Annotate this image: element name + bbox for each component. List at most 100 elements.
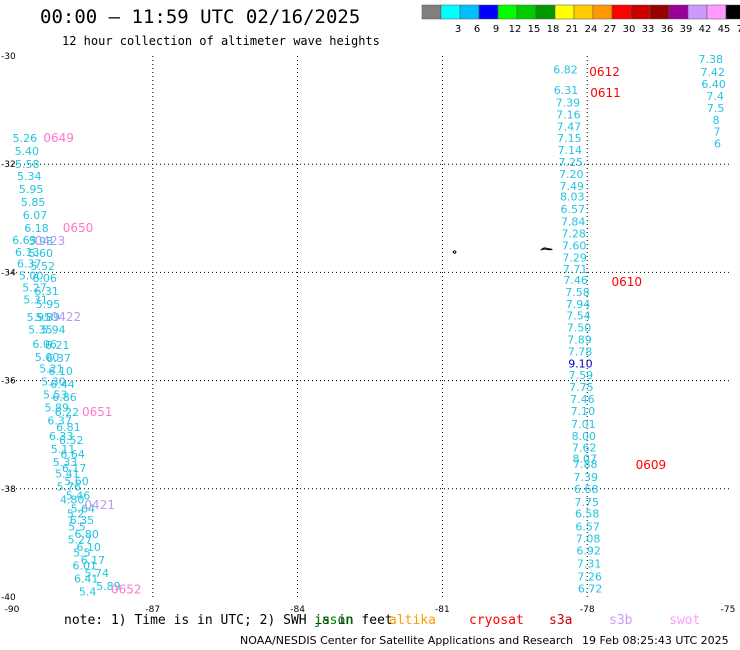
wave-height-label-east: 7.49: [560, 180, 585, 193]
lat-tick-label: -36: [1, 377, 16, 387]
wave-height-label-west: 5.41: [55, 468, 80, 481]
wave-height-label-east: 8.03: [560, 191, 585, 204]
wave-height-label-west: 6.18: [24, 222, 49, 235]
wave-height-label-east: 7.75: [569, 381, 594, 394]
legend-tick-label: 3: [455, 24, 461, 35]
lat-tick-label: -30: [1, 52, 16, 62]
wave-height-label-west: 6.21: [45, 339, 70, 352]
wave-height-label-edge: 6: [714, 138, 721, 151]
wave-height-label-west: 6.10: [48, 365, 73, 378]
wave-height-label-west: 5.31: [23, 293, 48, 306]
wave-height-label-east: 7.28: [561, 227, 586, 240]
wave-height-label-east: 7.26: [577, 570, 602, 583]
wave-height-label-west: 5.5: [68, 521, 86, 534]
wave-height-label-east: 7.78: [568, 345, 593, 358]
mission-swot: swot: [669, 613, 701, 628]
wave-height-label-west: 6.41: [74, 573, 99, 586]
wave-height-label-east: 9.10: [568, 357, 593, 370]
wave-height-label-west: 5.95: [36, 298, 61, 311]
legend-tick-label: 15: [528, 24, 541, 35]
wave-height-label-east: 7.94: [566, 298, 591, 311]
wave-height-label-west: 5.85: [21, 196, 46, 209]
wave-height-label-west: 5.76: [57, 481, 82, 494]
pass-time-label-east: 0609: [636, 458, 667, 472]
wave-height-label-west: 5.94: [41, 324, 66, 337]
wave-height-label-west: 6.37: [47, 415, 72, 428]
legend-tick-label: 27: [604, 24, 617, 35]
map-subtitle: 12 hour collection of altimeter wave hei…: [62, 34, 380, 48]
wave-height-label-west: 6.17: [62, 462, 87, 475]
pass-time-label-west: 0423: [35, 234, 66, 248]
wave-height-label-west: 5.95: [27, 311, 52, 324]
legend-tick-label: 12: [509, 24, 522, 35]
lat-tick-label: -38: [1, 485, 16, 495]
wave-height-label-west: 5.58: [15, 158, 40, 171]
wave-height-label-edge: 7: [714, 126, 721, 139]
wave-height-label-east: 7.46: [570, 393, 595, 406]
wave-height-label-east: 7.25: [559, 156, 584, 169]
legend-tick-label: 21: [566, 24, 579, 35]
lat-tick-label: -32: [1, 160, 16, 170]
wave-height-label-east: 7.84: [561, 216, 586, 229]
wave-height-label-west: 6.81: [56, 421, 81, 434]
generated-timestamp: 19 Feb 08:25:43 UTC 2025: [582, 634, 729, 647]
wave-height-label-east: 7.46: [563, 274, 588, 287]
legend-tick-label: 45: [718, 24, 731, 35]
legend-swatch: [725, 4, 740, 20]
wave-height-label-east: 6.57: [560, 203, 585, 216]
legend-tick-label: 33: [642, 24, 655, 35]
lon-tick-label: -87: [145, 605, 160, 615]
wave-height-label-east: 7.29: [562, 251, 587, 264]
wave-height-label-west: 6.06: [32, 272, 57, 285]
wave-height-label-east: 7.60: [562, 239, 587, 252]
mission-s3b: s3b: [609, 613, 633, 628]
wave-height-label-east: 7.75: [574, 496, 599, 509]
wave-height-label-west: 6.01: [72, 560, 97, 573]
wave-height-label-west: 5.2: [67, 508, 85, 521]
credit-text: NOAA/NESDIS Center for Satellite Applica…: [240, 634, 574, 647]
wave-height-label-west: 6.17: [81, 554, 106, 567]
wave-height-label-east: 7.16: [556, 108, 581, 121]
island-outline: [452, 250, 457, 254]
wave-height-label-east: 7.39: [574, 471, 599, 484]
lon-tick-label: -78: [580, 605, 595, 615]
mission-jason: jason: [314, 613, 354, 628]
wave-height-label-east: 6.57: [575, 521, 600, 534]
wave-height-label-edge: 8: [713, 114, 720, 127]
wave-height-label-west: 6.86: [52, 391, 77, 404]
wave-height-label-west: 6.33: [49, 430, 74, 443]
wave-height-label-west: 5.11: [51, 443, 76, 456]
wave-height-label-west: 5.00: [19, 270, 44, 283]
legend-tick-label: 30: [623, 24, 636, 35]
pass-time-label-east: 0612: [589, 65, 620, 79]
lon-tick-label: -84: [290, 605, 305, 615]
wave-height-label-east: 7.54: [566, 310, 591, 323]
wave-height-label-west: 5.52: [31, 260, 56, 273]
legend-tick-label: 70: [737, 24, 740, 35]
wave-height-label-west: 6.07: [23, 209, 48, 222]
wave-height-label-west: 6.52: [59, 434, 84, 447]
wave-height-label-east: 7.08: [576, 533, 601, 546]
wave-height-label-east: 7.89: [567, 333, 592, 346]
wave-height-label-east: 7.50: [567, 322, 592, 335]
pass-time-label-west: 0651: [82, 405, 113, 419]
lon-tick-label: -81: [435, 605, 450, 615]
wave-height-label-edge: 7.42: [700, 66, 725, 79]
wave-height-label-edge: 7.5: [707, 102, 725, 115]
wave-height-label-east: 8.07: [573, 453, 598, 466]
wave-height-label-west: 5.89: [96, 580, 121, 593]
wave-height-label-west: 5.4: [79, 586, 97, 599]
wave-height-label-west: 5.60: [64, 475, 89, 488]
wave-height-label-east: 7.47: [557, 120, 582, 133]
units-note: note: 1) Time is in UTC; 2) SWH is in fe…: [64, 613, 393, 628]
wave-height-label-west: 6.44: [50, 378, 75, 391]
wave-height-label-west: 6.63: [12, 234, 37, 247]
wave-height-label-west: 5.89: [44, 402, 69, 415]
wave-height-label-east: 7.62: [572, 442, 597, 455]
pass-time-label-east: 0610: [612, 275, 643, 289]
wave-height-label-east: 7.88: [573, 458, 598, 471]
mission-cryosat: cryosat: [469, 613, 524, 628]
wave-height-label-west: 5.30: [41, 376, 66, 389]
pass-time-label-west: 0652: [111, 582, 142, 596]
wave-height-label-west: 6.13: [15, 246, 40, 259]
